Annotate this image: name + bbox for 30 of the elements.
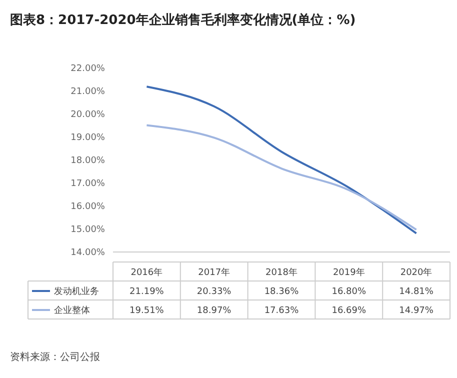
data-label: 21.19% — [130, 287, 164, 297]
x-tick-label: 2016年 — [130, 267, 163, 278]
data-label: 19.51% — [130, 306, 164, 316]
data-label: 14.97% — [399, 306, 434, 316]
data-label: 20.33% — [196, 287, 232, 297]
line-series — [146, 86, 418, 234]
x-tick-label: 2018年 — [266, 267, 298, 278]
y-tick-label: 19.00% — [70, 133, 106, 143]
text: 资料来源：公司公报 — [10, 351, 100, 363]
data-label: 16.80% — [332, 287, 366, 297]
data-label: 18.36% — [264, 287, 300, 297]
y-tick-label: 20.00% — [70, 110, 106, 120]
x-tick-label: 2019年 — [332, 267, 365, 278]
y-tick-label: 22.00% — [70, 64, 106, 74]
line-series — [146, 124, 418, 231]
y-tick-label: 14.00% — [70, 248, 106, 258]
y-tick-label: 16.00% — [70, 202, 106, 212]
chart-title: 图表8：2017-2020年企业销售毛利率变化情况(单位：%) — [10, 12, 356, 28]
y-tick-label: 21.00% — [70, 87, 106, 97]
y-tick-label: 17.00% — [70, 179, 106, 189]
legend-label: 企业整体 — [54, 305, 90, 316]
y-tick-label: 18.00% — [70, 156, 106, 166]
x-tick-label: 2017年 — [198, 267, 230, 278]
data-label: 14.81% — [399, 287, 434, 297]
data-label: 18.97% — [196, 306, 232, 316]
x-tick-label: 2020年 — [400, 267, 432, 278]
y-tick-label: 15.00% — [70, 225, 106, 235]
data-label: 16.69% — [332, 306, 366, 316]
data-label: 17.63% — [264, 306, 300, 316]
legend-label: 发动机业务 — [54, 286, 99, 297]
